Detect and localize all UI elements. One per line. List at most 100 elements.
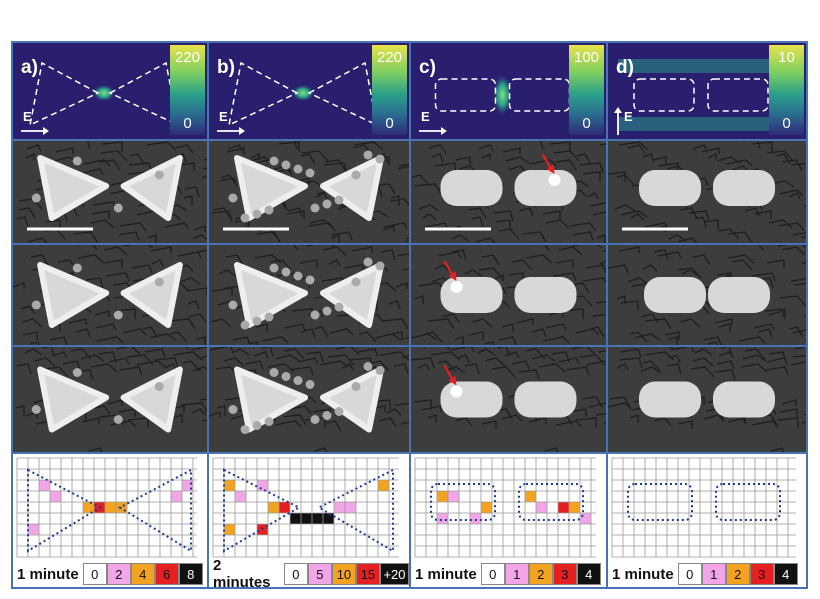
field-map-panel: c) E 100 0	[411, 43, 606, 139]
colorbar: 100 0	[569, 45, 604, 135]
particle-outline	[307, 61, 379, 127]
nanoparticle-bead	[305, 168, 315, 178]
nanoparticle-bead	[351, 382, 361, 391]
particle-outline	[434, 78, 497, 112]
sem-image	[608, 347, 806, 452]
hotspot	[450, 385, 463, 398]
legend-swatch: 5	[307, 563, 332, 585]
particle-outline	[227, 61, 299, 127]
nanoparticle	[514, 277, 577, 313]
legend-swatch: 2	[725, 563, 750, 585]
count-grid	[414, 457, 596, 558]
colorbar-max: 220	[376, 49, 403, 66]
nanoparticle	[440, 381, 503, 418]
sem-image-panel	[608, 141, 806, 243]
count-legend: 1 minute 0 2 4 6 8	[17, 563, 203, 585]
field-map-panel: a) E 220 0	[13, 43, 207, 139]
e-field-label: E	[624, 109, 633, 124]
nanoparticle-bead	[154, 170, 164, 180]
sem-image	[411, 245, 606, 345]
nanoparticle-bead	[334, 407, 344, 416]
field-map	[217, 61, 379, 135]
nanoparticle	[120, 366, 183, 433]
sem-image-panel	[608, 347, 806, 452]
particle-outline	[108, 61, 180, 127]
red-arrow-icon	[541, 153, 555, 174]
sem-image-panel	[411, 141, 606, 243]
legend-swatch: 4	[773, 563, 798, 585]
sem-image-panel	[13, 347, 207, 452]
field-map-panel: b) E 220 0	[209, 43, 409, 139]
colorbar: 220 0	[372, 45, 407, 135]
nanoparticle-bead	[113, 310, 123, 320]
nanoparticle-bead	[363, 150, 373, 160]
red-arrow-icon	[443, 260, 457, 281]
particle-outline	[633, 78, 695, 112]
nanoparticle	[440, 277, 503, 313]
nanoparticle	[514, 381, 577, 418]
sem-image-panel	[411, 245, 606, 345]
nanoparticle-bead	[363, 257, 373, 267]
legend-swatch: 4	[576, 563, 601, 585]
legend-swatch: 3	[552, 563, 577, 585]
field-map	[614, 59, 770, 135]
particle-outline	[28, 61, 100, 127]
sem-image-panel	[608, 245, 806, 345]
legend-swatch: 10	[331, 563, 356, 585]
e-field-arrow-icon	[21, 127, 49, 135]
particle-outline	[508, 78, 571, 112]
nanoparticle-bead	[281, 372, 291, 381]
colorbar-min: 0	[385, 115, 394, 132]
particle-outline	[430, 483, 496, 521]
panel-label: c)	[419, 57, 436, 78]
legend-swatch: 0	[82, 563, 107, 585]
nanoparticle-bead	[322, 306, 332, 316]
particle-outline	[518, 483, 584, 521]
particle-outline	[27, 468, 103, 553]
nanoparticle	[37, 262, 110, 328]
nanoparticle	[234, 155, 308, 221]
legend-swatch: 8	[178, 563, 203, 585]
legend-swatch: 1	[701, 563, 726, 585]
time-label: 2 minutes	[213, 557, 271, 587]
nanoparticle	[234, 366, 308, 433]
nanoparticle-bead	[305, 380, 315, 389]
panel-label: d)	[616, 57, 634, 78]
nanoparticle-bead	[293, 271, 303, 281]
colorbar: 220 0	[170, 45, 205, 135]
sem-image-panel	[209, 141, 409, 243]
nanoparticle-bead	[269, 263, 279, 273]
nanoparticle	[320, 366, 384, 433]
nanoparticle-bead	[293, 164, 303, 174]
colorbar-max: 100	[573, 49, 600, 66]
figure: a) E 220 0 1 minute 0 2 4 6 8 b) E 220 0 2 minutes 0 5 10…	[11, 41, 808, 589]
time-label: 1 minute	[612, 565, 674, 583]
nanoparticle-bead	[310, 310, 320, 320]
nanoparticle-bead	[322, 199, 332, 209]
nanoparticle	[234, 262, 308, 328]
legend-swatch: 6	[154, 563, 179, 585]
sem-image	[411, 141, 606, 243]
nanoparticle-bead	[264, 312, 274, 322]
nanoparticle-bead	[310, 203, 320, 213]
panel-label: a)	[21, 57, 38, 78]
sem-image	[13, 245, 207, 345]
nanoparticle-bead	[351, 277, 361, 287]
sem-image	[411, 347, 606, 452]
nanoparticle-bead	[310, 415, 320, 424]
nanoparticle-bead	[252, 421, 262, 430]
nanoparticle	[320, 262, 384, 328]
nanoparticle-bead	[252, 209, 262, 219]
sem-image	[15, 347, 207, 452]
colorbar: 10 0	[769, 45, 804, 135]
sem-image-panel	[13, 245, 207, 345]
count-grid-panel: 1 minute 0 1 2 3 4	[411, 454, 606, 587]
e-field-arrow-icon	[217, 127, 245, 135]
legend-swatch: 0	[677, 563, 702, 585]
nanoparticle	[708, 277, 770, 313]
time-label: 1 minute	[415, 565, 477, 583]
legend-swatch: 2	[528, 563, 553, 585]
sem-image-panel	[209, 245, 409, 345]
nanoparticle	[320, 155, 384, 221]
legend-swatch: 2	[106, 563, 131, 585]
